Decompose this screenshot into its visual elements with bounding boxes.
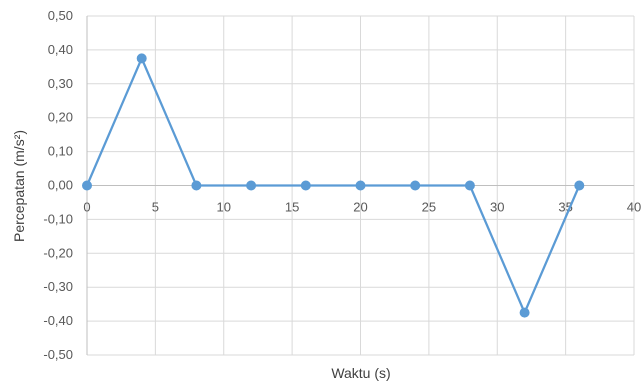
data-point — [191, 180, 202, 191]
x-tick-label: 0 — [83, 200, 90, 215]
y-tick-label: -0,10 — [43, 211, 73, 226]
y-axis-title: Percepatan (m/s²) — [11, 130, 27, 242]
x-tick-label: 30 — [490, 200, 504, 215]
y-tick-label: -0,40 — [43, 313, 73, 328]
y-tick-label: -0,20 — [43, 245, 73, 260]
x-axis-title: Waktu (s) — [331, 365, 390, 381]
series-markers — [82, 53, 585, 318]
data-point — [519, 307, 530, 318]
y-tick-label: 0,10 — [48, 144, 73, 159]
data-point — [464, 180, 475, 191]
y-tick-labels: 0,50 0,40 0,30 0,20 0,10 0,00 -0,10 -0,20 -0,30 -… — [43, 8, 73, 362]
data-point — [136, 53, 147, 64]
series-line — [85, 57, 581, 314]
y-tick-label: -0,50 — [43, 347, 73, 362]
y-tick-label: 0,30 — [48, 76, 73, 91]
y-tick-label: 0,50 — [48, 8, 73, 23]
data-point — [574, 180, 585, 191]
x-tick-label: 15 — [285, 200, 299, 215]
x-tick-label: 40 — [627, 200, 641, 215]
x-tick-label: 10 — [217, 200, 231, 215]
data-point — [82, 180, 92, 191]
data-point — [410, 180, 421, 191]
x-tick-label: 20 — [353, 200, 367, 215]
y-tick-label: 0,00 — [48, 178, 73, 193]
x-tick-labels: 0 5 10 15 20 25 30 35 40 — [83, 200, 641, 215]
data-point — [355, 180, 366, 191]
x-tick-label: 5 — [152, 200, 159, 215]
y-tick-label: 0,40 — [48, 42, 73, 57]
x-tick-label: 25 — [422, 200, 436, 215]
data-point — [300, 180, 311, 191]
y-tick-label: -0,30 — [43, 279, 73, 294]
data-line — [85, 57, 581, 314]
data-point — [246, 180, 257, 191]
y-tick-label: 0,20 — [48, 110, 73, 125]
